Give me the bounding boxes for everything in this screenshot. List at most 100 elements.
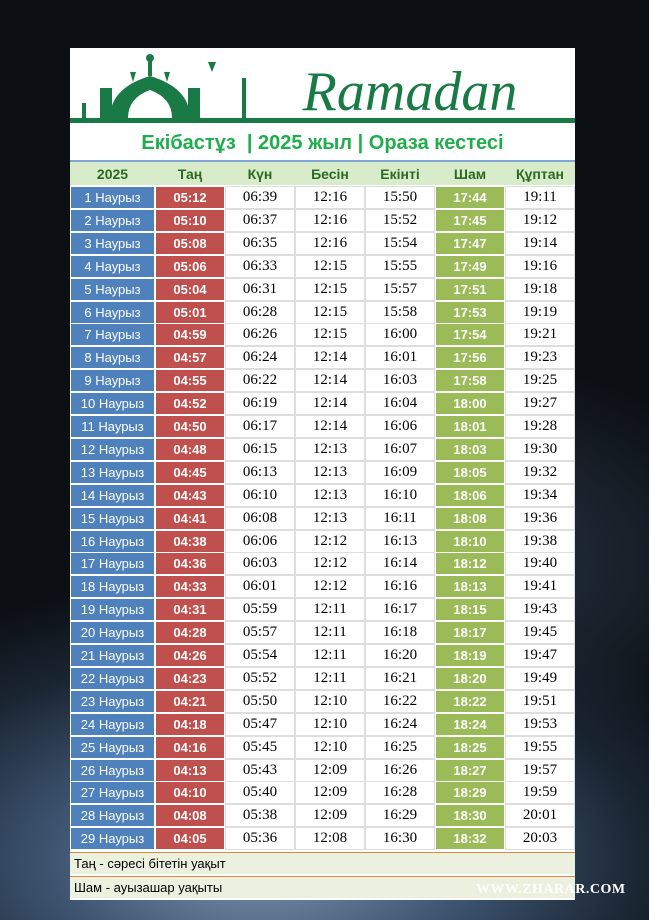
table-cell: 18:00 bbox=[435, 392, 505, 416]
table-cell: 16 Наурыз bbox=[70, 529, 155, 553]
table-cell: 19:55 bbox=[505, 735, 575, 759]
table-cell: 27 Наурыз bbox=[70, 781, 155, 805]
table-cell: 06:15 bbox=[225, 437, 295, 461]
table-cell: 04:33 bbox=[155, 575, 225, 599]
table-cell: 17:45 bbox=[435, 208, 505, 232]
table-cell: 16:04 bbox=[365, 392, 435, 416]
table-cell: 12:10 bbox=[295, 735, 365, 759]
table-cell: 12:09 bbox=[295, 781, 365, 805]
table-cell: 19:28 bbox=[505, 415, 575, 438]
table-cell: 16:07 bbox=[365, 437, 435, 461]
table-cell: 16:24 bbox=[365, 712, 435, 736]
table-cell: 12:09 bbox=[295, 804, 365, 828]
table-cell: 19:43 bbox=[505, 598, 575, 622]
table-cell: 16:22 bbox=[365, 689, 435, 713]
table-cell: 17:58 bbox=[435, 369, 505, 393]
header-cell: 2025 bbox=[70, 162, 155, 185]
table-cell: 04:55 bbox=[155, 369, 225, 393]
table-cell: 18:15 bbox=[435, 598, 505, 622]
table-cell: 05:54 bbox=[225, 644, 295, 667]
table-cell: 20:03 bbox=[505, 827, 575, 851]
table-cell: 17:53 bbox=[435, 300, 505, 324]
table-cell: 12:15 bbox=[295, 300, 365, 324]
table-cell: 06:13 bbox=[225, 460, 295, 484]
table-cell: 04:28 bbox=[155, 621, 225, 645]
table-cell: 16:13 bbox=[365, 529, 435, 553]
table-cell: 12:11 bbox=[295, 666, 365, 690]
table-cell: 12:10 bbox=[295, 712, 365, 736]
table-cell: 15:58 bbox=[365, 300, 435, 324]
table-cell: 19:57 bbox=[505, 758, 575, 782]
table-cell: 16:18 bbox=[365, 621, 435, 645]
table-cell: 18:25 bbox=[435, 735, 505, 759]
table-cell: 19:18 bbox=[505, 277, 575, 301]
table-cell: 06:19 bbox=[225, 392, 295, 416]
table-cell: 12:09 bbox=[295, 758, 365, 782]
table-cell: 19:14 bbox=[505, 231, 575, 255]
table-cell: 11 Наурыз bbox=[70, 415, 155, 438]
table-cell: 05:08 bbox=[155, 231, 225, 255]
table-cell: 19:41 bbox=[505, 575, 575, 599]
table-cell: 3 Наурыз bbox=[70, 231, 155, 255]
table-cell: 19:27 bbox=[505, 392, 575, 416]
table-cell: 16:29 bbox=[365, 804, 435, 828]
table-cell: 24 Наурыз bbox=[70, 712, 155, 736]
header-cell: Шам bbox=[435, 162, 505, 185]
table-cell: 1 Наурыз bbox=[70, 186, 155, 209]
schedule-panel: Ramadan Екібастұз | 2025 жыл | Ораза кес… bbox=[70, 48, 575, 900]
table-cell: 12:12 bbox=[295, 575, 365, 599]
table-cell: 28 Наурыз bbox=[70, 804, 155, 828]
table-cell: 04:16 bbox=[155, 735, 225, 759]
table-cell: 17:54 bbox=[435, 323, 505, 347]
table-cell: 19:23 bbox=[505, 346, 575, 370]
table-cell: 04:50 bbox=[155, 415, 225, 438]
table-cell: 12:12 bbox=[295, 552, 365, 576]
header-cell: Екінті bbox=[365, 162, 435, 185]
table-cell: 06:24 bbox=[225, 346, 295, 370]
table-cell: 19 Наурыз bbox=[70, 598, 155, 622]
table-cell: 12:11 bbox=[295, 621, 365, 645]
table-cell: 6 Наурыз bbox=[70, 300, 155, 324]
table-cell: 18:12 bbox=[435, 552, 505, 576]
table-cell: 12:15 bbox=[295, 323, 365, 347]
table-cell: 06:22 bbox=[225, 369, 295, 393]
table-cell: 18:30 bbox=[435, 804, 505, 828]
table-cell: 12:14 bbox=[295, 369, 365, 393]
table-cell: 16:14 bbox=[365, 552, 435, 576]
table-cell: 15:54 bbox=[365, 231, 435, 255]
table-cell: 05:01 bbox=[155, 300, 225, 324]
table-cell: 17:51 bbox=[435, 277, 505, 301]
table-cell: 18:17 bbox=[435, 621, 505, 645]
table-cell: 12:16 bbox=[295, 186, 365, 209]
table-cell: 05:38 bbox=[225, 804, 295, 828]
table-cell: 20:01 bbox=[505, 804, 575, 828]
table-cell: 12:10 bbox=[295, 689, 365, 713]
table-cell: 29 Наурыз bbox=[70, 827, 155, 851]
table-cell: 7 Наурыз bbox=[70, 323, 155, 347]
table-cell: 19:45 bbox=[505, 621, 575, 645]
table-cell: 18:10 bbox=[435, 529, 505, 553]
table-cell: 04:41 bbox=[155, 506, 225, 530]
table-cell: 06:06 bbox=[225, 529, 295, 553]
table-cell: 04:05 bbox=[155, 827, 225, 851]
table-cell: 12:11 bbox=[295, 644, 365, 667]
table-cell: 18:27 bbox=[435, 758, 505, 782]
table-cell: 05:40 bbox=[225, 781, 295, 805]
table-cell: 19:16 bbox=[505, 254, 575, 278]
table-cell: 15:52 bbox=[365, 208, 435, 232]
table-cell: 16:25 bbox=[365, 735, 435, 759]
table-cell: 17:49 bbox=[435, 254, 505, 278]
table-cell: 05:45 bbox=[225, 735, 295, 759]
table-cell: 06:17 bbox=[225, 415, 295, 438]
table-cell: 04:59 bbox=[155, 323, 225, 347]
table-cell: 06:28 bbox=[225, 300, 295, 324]
table-cell: 04:08 bbox=[155, 804, 225, 828]
table-cell: 06:39 bbox=[225, 186, 295, 209]
table-cell: 12:14 bbox=[295, 415, 365, 438]
table-cell: 18:06 bbox=[435, 483, 505, 507]
table-cell: 12:15 bbox=[295, 254, 365, 278]
table-cell: 06:08 bbox=[225, 506, 295, 530]
table-cell: 18:19 bbox=[435, 644, 505, 667]
table-cell: 05:47 bbox=[225, 712, 295, 736]
